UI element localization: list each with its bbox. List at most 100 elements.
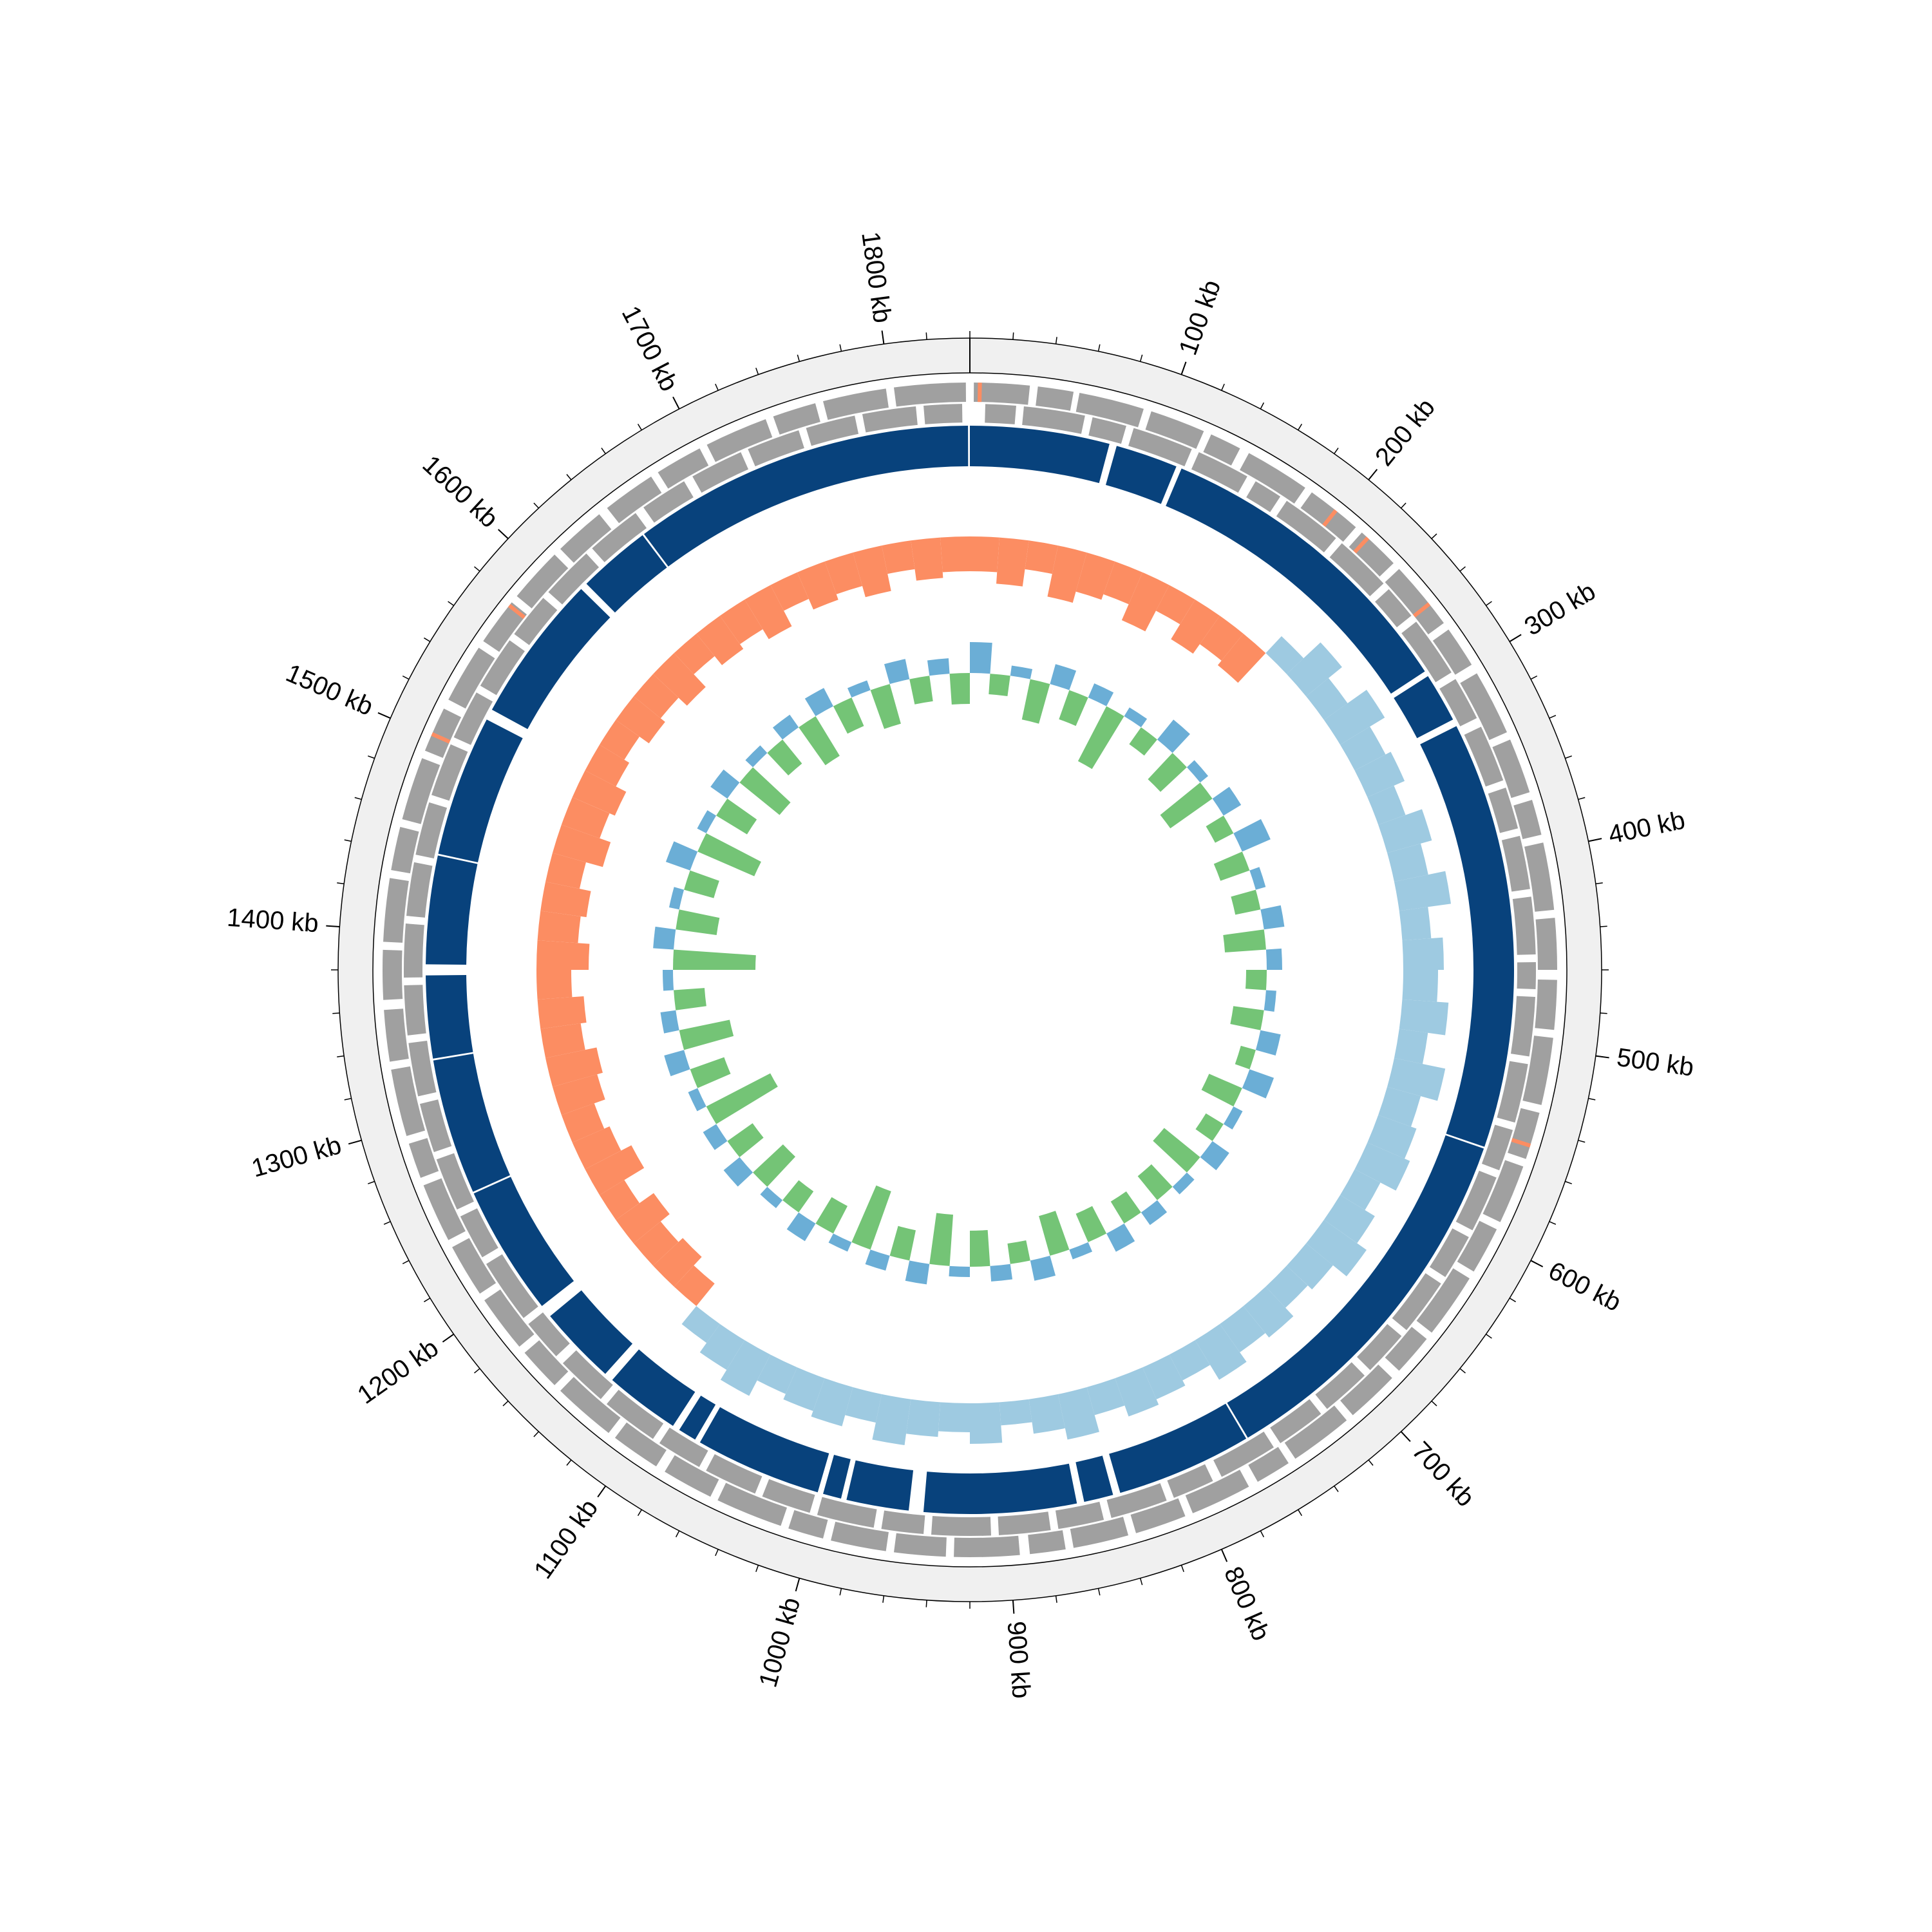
gc-skew-bar — [1399, 907, 1432, 941]
tick-label: 300 kb — [1520, 577, 1600, 641]
gc-content-bar — [1110, 1191, 1141, 1224]
minor-tick — [1298, 424, 1303, 431]
forward-gene — [1508, 1108, 1540, 1159]
major-tick — [1509, 634, 1522, 643]
forward-gene — [1075, 393, 1144, 428]
gc-skew-bar — [572, 770, 627, 816]
gc-content-bar — [1265, 948, 1282, 970]
rna-gene — [1353, 536, 1370, 554]
minor-tick — [1431, 1401, 1437, 1406]
gc-skew-bar — [744, 585, 792, 639]
forward-gene — [717, 1482, 788, 1526]
gc-content-bar — [870, 684, 901, 729]
forward-gene — [483, 602, 527, 652]
reverse-gene — [806, 415, 859, 446]
gc-skew-bar — [1086, 1378, 1125, 1416]
gc-content-bar — [1264, 990, 1276, 1012]
gc-skew-bar — [681, 1306, 720, 1343]
gc-skew-bar — [906, 1399, 941, 1437]
forward-gene — [831, 1521, 889, 1551]
gc-content-bar — [1212, 786, 1242, 816]
forward-gene — [788, 1510, 828, 1539]
gc-content-bar — [1059, 690, 1088, 726]
gc-content-bar — [929, 1213, 953, 1266]
gc-skew-bar — [674, 1265, 715, 1307]
gc-skew-bar — [824, 552, 862, 594]
forward-gene — [516, 554, 569, 609]
reverse-gene — [1106, 1482, 1167, 1519]
tick-label: 1700 kb — [616, 301, 684, 396]
reverse-gene — [881, 1510, 925, 1535]
forward-gene — [1432, 629, 1472, 675]
gc-skew-bar — [1340, 1169, 1381, 1211]
forward-gene — [423, 1178, 466, 1240]
reverse-gene — [419, 1099, 452, 1153]
gc-skew-bar — [1155, 585, 1195, 625]
reverse-gene — [643, 481, 694, 523]
reverse-gene — [1517, 961, 1537, 990]
gc-skew-bar — [1306, 677, 1348, 720]
minor-tick — [1055, 1595, 1057, 1603]
forward-gene — [1340, 1364, 1392, 1416]
forward-gene — [1284, 1405, 1347, 1459]
contig — [433, 1054, 510, 1192]
contig — [644, 426, 969, 567]
gc-content-bar — [688, 1088, 706, 1112]
gc-content-bar — [1186, 760, 1209, 783]
reverse-gene — [528, 1312, 570, 1356]
gc-skew-bar — [911, 537, 943, 581]
contig — [679, 1396, 716, 1440]
forward-gene — [706, 419, 773, 462]
minor-tick — [1549, 1221, 1557, 1225]
gc-content-bar — [1010, 665, 1033, 679]
gc-content-bar — [949, 1265, 970, 1277]
gc-skew-bar — [537, 996, 587, 1029]
forward-gene — [1145, 411, 1204, 450]
gc-skew-bar — [561, 797, 610, 838]
gc-content-bar — [905, 1260, 930, 1285]
gc-content-bar — [684, 870, 719, 898]
gc-content-bar — [1195, 1113, 1224, 1141]
reverse-gene — [1055, 1501, 1104, 1530]
forward-gene — [1522, 1036, 1553, 1105]
gc-content-bar — [727, 1123, 764, 1157]
gc-content-bar — [703, 1124, 728, 1150]
tick-label: 100 kb — [1174, 276, 1227, 359]
gc-content-bar — [697, 833, 761, 876]
gc-skew-bar — [552, 824, 611, 867]
reverse-gene — [1329, 543, 1384, 596]
major-tick — [442, 1333, 455, 1343]
contig — [1394, 676, 1454, 739]
gc-skew-bar — [552, 1074, 605, 1115]
gc-skew-bar — [1047, 545, 1087, 603]
gc-content-bar — [1235, 1045, 1256, 1070]
gc-skew-bar — [633, 1221, 679, 1266]
gc-skew-bar — [536, 940, 590, 970]
forward-gene — [408, 1138, 439, 1178]
minor-tick — [402, 675, 410, 680]
contig — [473, 1177, 574, 1307]
reverse-gene — [692, 452, 749, 493]
reverse-gene — [453, 692, 493, 745]
gc-content-bar — [884, 659, 910, 685]
reverse-gene — [1455, 1170, 1497, 1231]
forward-gene — [448, 647, 495, 709]
gc-content-bar — [1030, 1255, 1056, 1281]
minor-tick — [755, 368, 759, 375]
gc-content-bar — [753, 1144, 796, 1187]
gc-skew-bar — [757, 1354, 797, 1394]
minor-tick — [1298, 1509, 1303, 1516]
major-tick — [377, 712, 391, 719]
minor-tick — [354, 797, 362, 800]
minor-tick — [1055, 337, 1057, 345]
minor-tick — [1588, 1097, 1596, 1101]
major-tick — [1180, 361, 1187, 375]
major-tick — [795, 1578, 800, 1592]
minor-tick — [1431, 533, 1437, 539]
minor-tick — [368, 1180, 375, 1184]
tick-label: 900 kb — [1002, 1620, 1036, 1700]
major-tick — [1012, 1600, 1015, 1614]
gc-content-bar — [1106, 1223, 1135, 1252]
gc-content-bar — [1075, 1206, 1107, 1242]
gc-content-bar — [1233, 819, 1271, 852]
